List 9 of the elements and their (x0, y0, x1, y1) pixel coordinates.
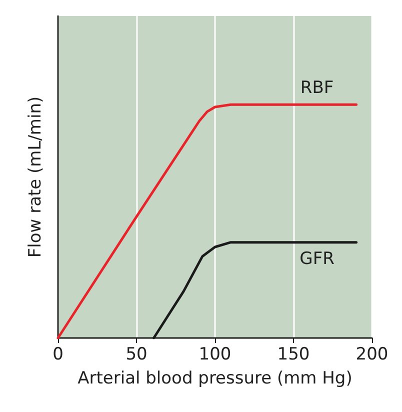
x-tick-label: 0 (52, 344, 64, 364)
series-label: GFR (300, 248, 335, 269)
x-tick-label: 100 (198, 344, 232, 364)
x-tick-label: 150 (277, 344, 310, 364)
series-label: RBF (300, 78, 334, 98)
x-axis-title: Arterial blood pressure (mm Hg) (78, 368, 352, 388)
x-tick-label: 50 (126, 344, 148, 364)
y-axis-title: Flow rate (mL/min) (26, 96, 46, 258)
x-tick-label: 200 (356, 344, 388, 364)
